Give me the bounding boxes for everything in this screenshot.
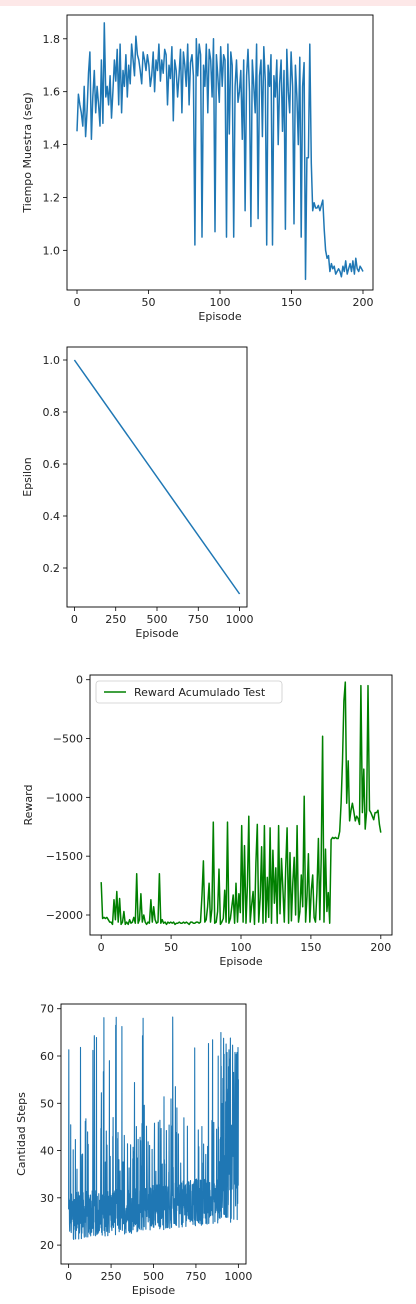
x-tick-label: 250: [101, 1270, 122, 1283]
chart-1: 0 50 100 150 200 1.0 1.2 1.4 1.6 1.8 Episode Tiempo…: [21, 14, 373, 323]
x-tick-label: 200: [370, 941, 391, 954]
y-tick-label: 70: [40, 1003, 54, 1016]
x-tick-label: 150: [281, 296, 302, 309]
legend-box: [95, 680, 283, 704]
y-tick-label: 50: [40, 1097, 54, 1110]
y-tick-label: 1.4: [43, 139, 61, 152]
y-tick-label: −500: [53, 733, 83, 746]
chart-2: 0 250 500 750 1000 0.2 0.4 0.6 0.8 1.0 Episode Epsi…: [21, 346, 254, 640]
x-tick-label: 1000: [224, 1270, 252, 1283]
y-axis-label: Epsilon: [21, 457, 34, 497]
x-tick-label: 0: [65, 1270, 72, 1283]
x-tick-label: 0: [71, 613, 78, 626]
y-axis-label: Cantidad Steps: [15, 1092, 28, 1176]
x-tick-label: 750: [185, 1270, 206, 1283]
series-line-1: [68, 1016, 239, 1241]
y-axis-label: Reward: [22, 785, 35, 826]
x-tick-label: 250: [105, 613, 126, 626]
chart-3: 0 50 100 150 200 −2000 −1500 −1000 −500 0 Episode R…: [22, 674, 393, 968]
x-axis-label: Episode: [198, 310, 241, 323]
y-tick-label: 0.2: [43, 562, 61, 575]
y-tick-label: 1.8: [43, 33, 61, 46]
x-tick-label: 0: [74, 296, 81, 309]
series-line-1: [73, 359, 241, 595]
y-axis-label: Tiempo Muestra (seg): [21, 92, 34, 213]
y-tick-label: 1.6: [43, 86, 61, 99]
top-banner-strip: [0, 0, 416, 6]
series-line-1: [76, 22, 364, 281]
x-tick-label: 100: [231, 941, 252, 954]
y-tick-label: 0: [76, 674, 83, 687]
x-tick-label: 50: [164, 941, 178, 954]
x-tick-label: 100: [210, 296, 231, 309]
x-axis-label: Episode: [219, 955, 262, 968]
chart-4: 0 250 500 750 1000 20 30 40 50 60 70 Episode Cantida…: [15, 1003, 252, 1297]
y-tick-label: 20: [40, 1239, 54, 1252]
y-tick-label: 30: [40, 1192, 54, 1205]
x-tick-label: 150: [300, 941, 321, 954]
series-line-1: [100, 681, 382, 926]
x-tick-label: 500: [147, 613, 168, 626]
x-tick-label: 750: [188, 613, 209, 626]
y-tick-label: −1500: [46, 850, 83, 863]
x-tick-label: 200: [352, 296, 373, 309]
y-tick-label: 60: [40, 1050, 54, 1063]
y-tick-label: 0.4: [43, 510, 61, 523]
y-tick-label: 0.8: [43, 406, 61, 419]
x-tick-label: 500: [143, 1270, 164, 1283]
x-tick-label: 50: [142, 296, 156, 309]
x-axis-label: Episode: [132, 1284, 175, 1297]
y-tick-label: 1.2: [43, 191, 61, 204]
x-tick-label: 0: [98, 941, 105, 954]
y-tick-label: 40: [40, 1145, 54, 1158]
y-tick-label: 1.0: [43, 354, 61, 367]
y-tick-label: −2000: [46, 909, 83, 922]
y-tick-label: −1000: [46, 791, 83, 804]
x-tick-label: 1000: [226, 613, 254, 626]
x-axis-label: Episode: [135, 627, 178, 640]
legend-label: Reward Acumulado Test: [134, 686, 266, 699]
y-tick-label: 0.6: [43, 458, 61, 471]
y-tick-label: 1.0: [43, 244, 61, 257]
